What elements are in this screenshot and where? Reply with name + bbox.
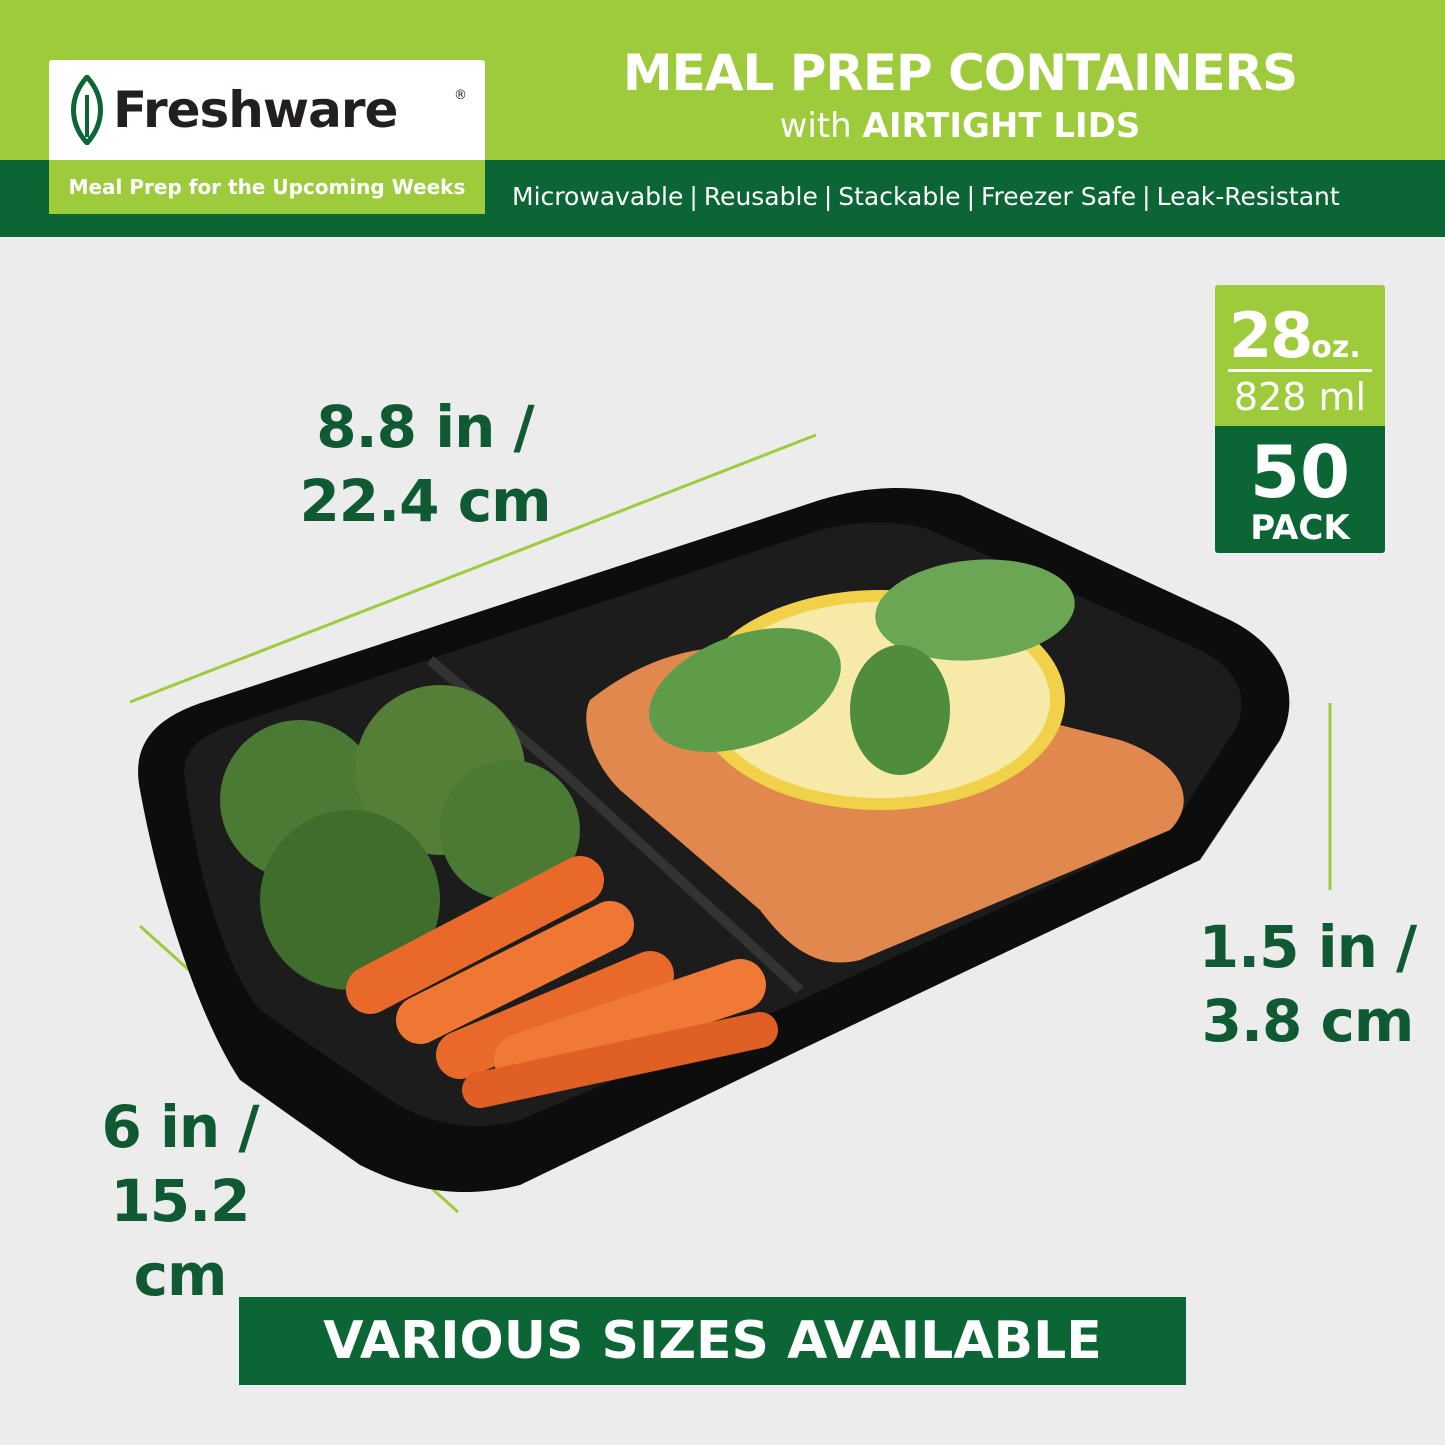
sizes-banner: VARIOUS SIZES AVAILABLE — [239, 1297, 1186, 1385]
capacity-section: 28oz. 828 ml — [1215, 285, 1385, 426]
width-metric: 15.2 cm — [110, 1167, 250, 1309]
pack-section: 50 PACK — [1215, 426, 1385, 553]
feature-item: Stackable — [838, 182, 961, 211]
brand-logo: Freshware ® — [49, 60, 485, 160]
separator: | — [689, 182, 698, 211]
separator: | — [823, 182, 833, 211]
capacity-pack-badge: 28oz. 828 ml 50 PACK — [1215, 285, 1385, 553]
page-title: MEAL PREP CONTAINERS — [622, 44, 1298, 102]
broccoli — [220, 685, 580, 990]
leaf-icon — [71, 75, 103, 145]
pack-count: 50 — [1249, 430, 1351, 514]
registered-mark: ® — [454, 88, 467, 103]
length-imperial: 8.8 in / — [316, 393, 535, 461]
capacity-oz: 28oz. — [1229, 299, 1361, 372]
brand-tagline: Meal Prep for the Upcoming Weeks — [49, 160, 485, 214]
pack-label: PACK — [1250, 508, 1350, 548]
height-dimension-label: 1.5 in / 3.8 cm — [1195, 910, 1420, 1058]
feature-item: Freezer Safe — [981, 182, 1137, 211]
carrots — [346, 856, 778, 1108]
separator: | — [1142, 182, 1151, 211]
brand-name: Freshware — [113, 81, 398, 139]
length-dimension-line — [129, 433, 817, 704]
subtitle-prefix: with — [779, 106, 852, 146]
separator: | — [966, 182, 975, 211]
subtitle-bold: AIRTIGHT LIDS — [862, 106, 1141, 146]
capacity-oz-unit: oz. — [1311, 330, 1361, 365]
width-imperial: 6 in / — [101, 1093, 259, 1161]
mint-leaves — [649, 559, 1075, 775]
page-subtitle: with AIRTIGHT LIDS — [510, 106, 1410, 146]
feature-list: Microwavable | Reusable | Stackable | Freezer … — [512, 182, 1340, 211]
length-metric: 22.4 cm — [299, 467, 551, 535]
capacity-ml: 828 ml — [1233, 375, 1367, 419]
length-dimension-label: 8.8 in / 22.4 cm — [290, 390, 560, 538]
width-dimension-label: 6 in / 15.2 cm — [55, 1090, 305, 1312]
height-imperial: 1.5 in / — [1198, 913, 1418, 981]
feature-item: Reusable — [703, 182, 818, 211]
feature-item: Leak-Resistant — [1156, 182, 1340, 211]
feature-item: Microwavable — [512, 182, 684, 211]
capacity-oz-value: 28 — [1229, 299, 1313, 372]
height-metric: 3.8 cm — [1201, 987, 1415, 1055]
divider — [1228, 369, 1372, 372]
